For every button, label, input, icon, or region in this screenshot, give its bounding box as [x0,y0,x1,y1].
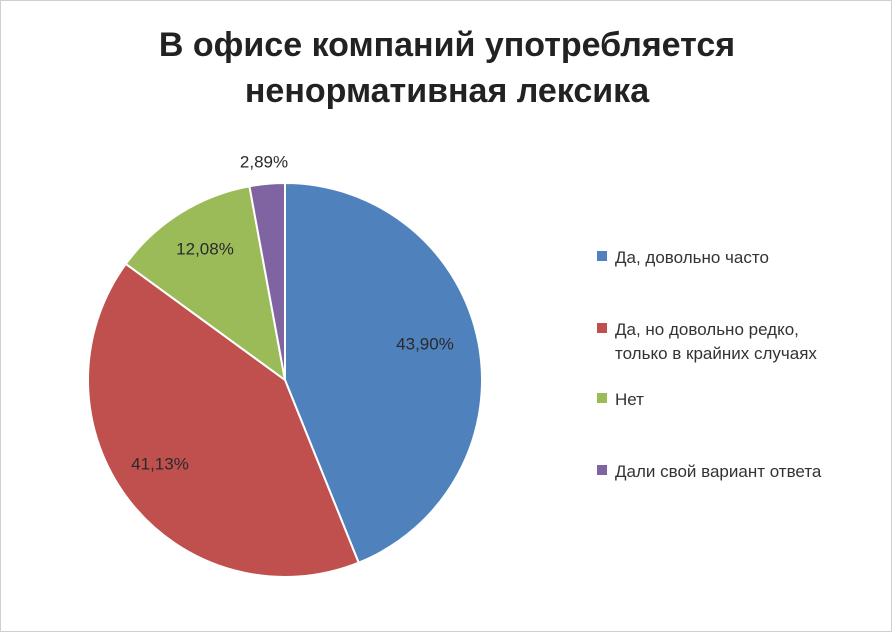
data-label-other: 2,89% [240,152,288,171]
chart-title-line-1: В офисе компаний употребляется [158,26,736,64]
legend-label-rarely: Да, но довольно редко, только в крайних … [615,320,817,363]
legend-item-often: Да, довольно часто [597,246,769,270]
legend-item-other: Дали свой вариант ответа [597,460,821,484]
legend-swatch-no [597,393,607,403]
pie-slices [87,181,483,578]
pie-slice-often [284,181,483,565]
legend-label-often: Да, довольно часто [615,248,769,267]
legend-swatch-other [597,465,607,475]
legend-label-other: Дали свой вариант ответа [615,462,822,481]
legend-swatch-often [597,251,607,261]
pie-slice-other [248,181,286,381]
legend-label-no: Нет [615,390,644,409]
pie-data-labels: 43,90% 41,13% 12,08% 2,89% [131,152,454,473]
legend-item-no: Нет [597,388,644,412]
pie-slice-rarely [87,262,360,578]
data-label-rarely: 41,13% [131,454,189,473]
data-label-often: 43,90% [396,334,454,353]
chart-title-line-2: ненормативная лексика [244,72,650,110]
legend-swatch-rarely [597,323,607,333]
legend-item-rarely: Да, но довольно редко, только в крайних … [597,318,817,366]
data-label-no: 12,08% [176,239,234,258]
pie-slice-no [124,185,287,383]
chart-title: В офисе компаний употребляется ненормати… [0,22,894,114]
